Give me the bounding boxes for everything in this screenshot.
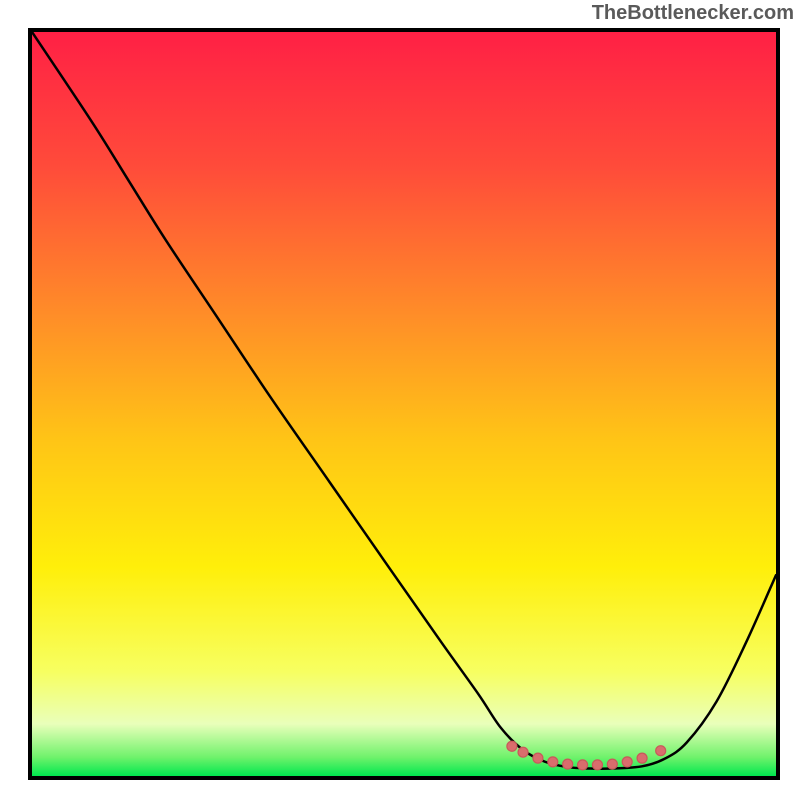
valley-marker	[548, 757, 558, 767]
valley-marker	[533, 753, 543, 763]
valley-marker	[578, 760, 588, 770]
plot-svg	[32, 32, 776, 776]
chart-container: TheBottlenecker.com	[0, 0, 800, 800]
valley-marker	[637, 753, 647, 763]
attribution-text: TheBottlenecker.com	[592, 2, 794, 25]
valley-marker	[518, 747, 528, 757]
valley-marker	[563, 759, 573, 769]
valley-marker	[656, 746, 666, 756]
plot-area	[28, 28, 780, 780]
valley-marker	[607, 759, 617, 769]
valley-marker	[622, 757, 632, 767]
valley-marker	[592, 760, 602, 770]
valley-marker	[507, 741, 517, 751]
bottleneck-curve	[32, 32, 776, 769]
